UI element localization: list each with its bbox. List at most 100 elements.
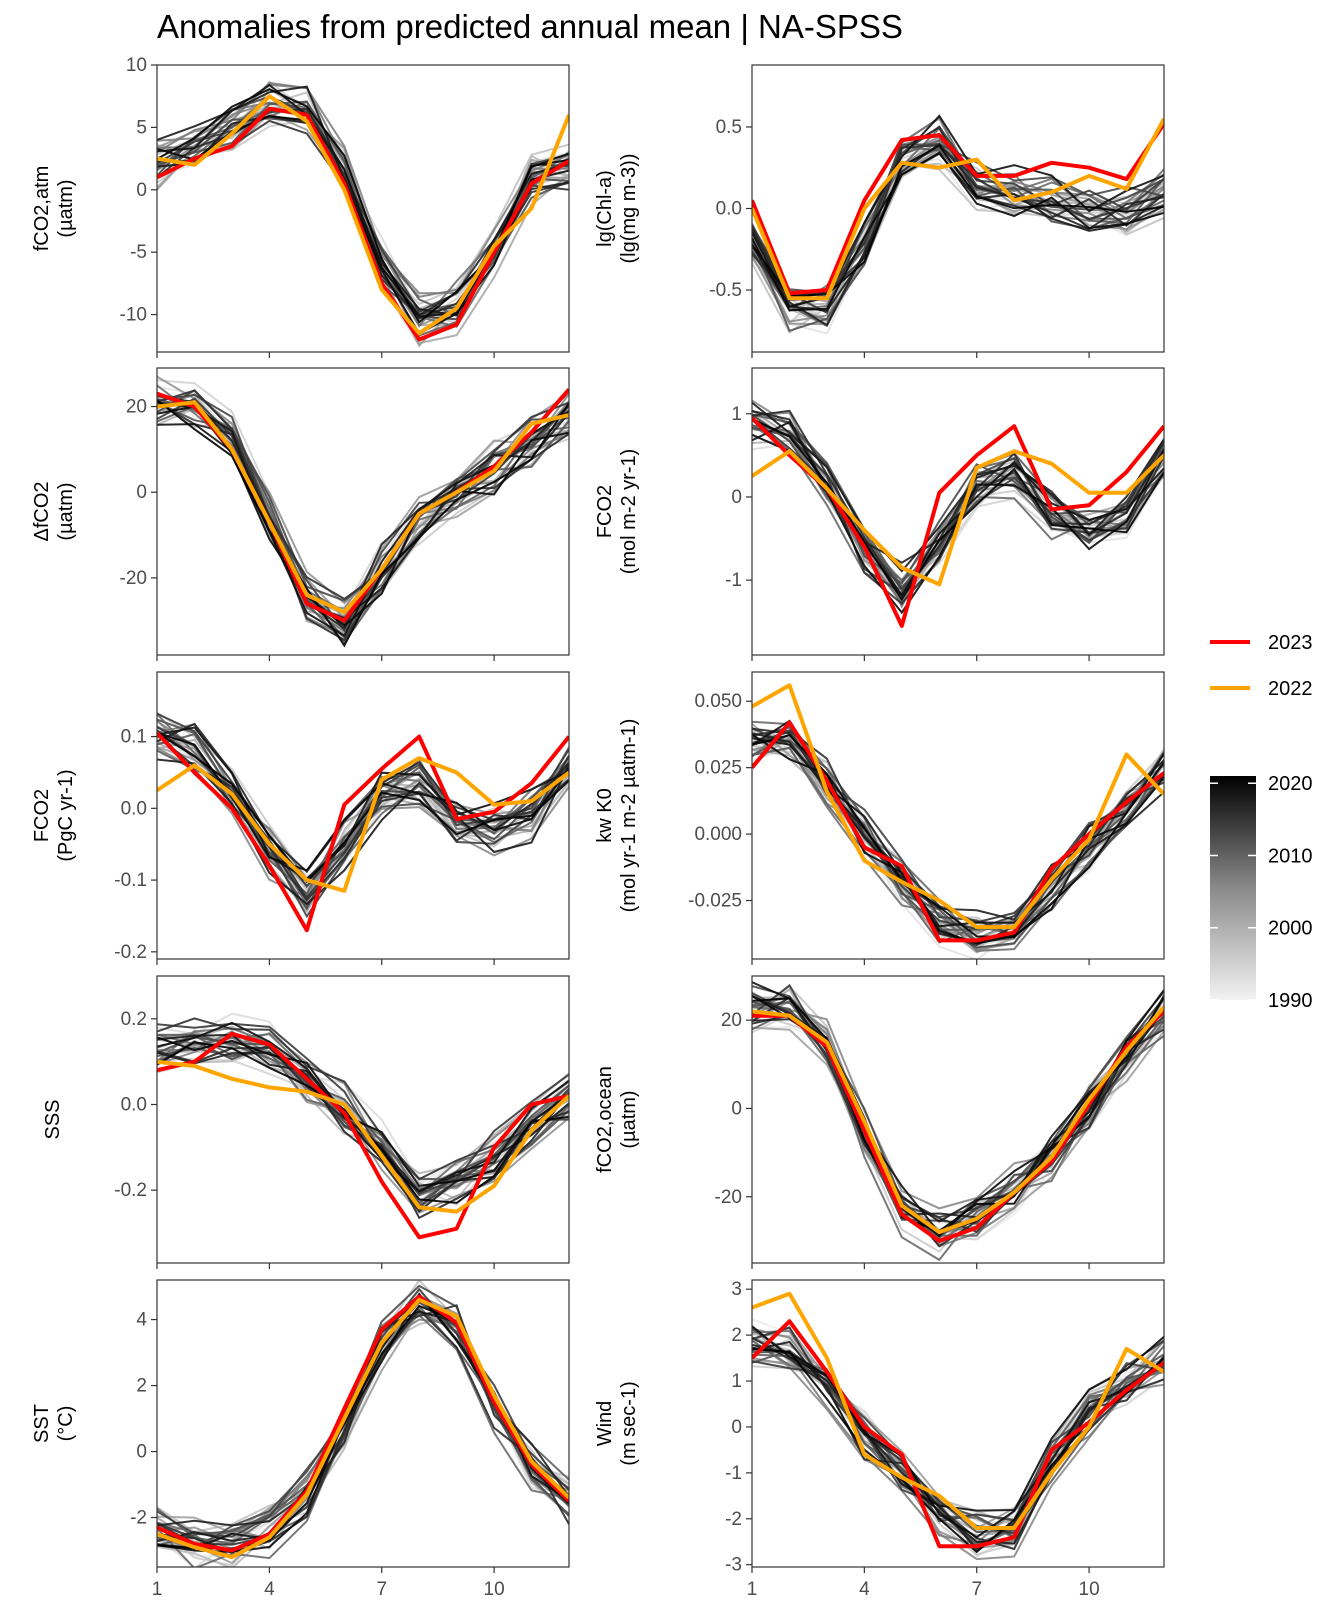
series-line-2022	[752, 683, 1164, 930]
y-tick-label: -0.5	[709, 280, 742, 301]
series-line-2022	[157, 400, 569, 615]
series-line-2023	[752, 122, 1164, 296]
year-line	[752, 746, 1164, 944]
y-axis-label-line: (µatm)	[55, 482, 77, 540]
y-tick-label: 0	[136, 180, 147, 201]
y-tick-label: 0.5	[716, 117, 742, 138]
ensemble-lines	[752, 399, 1164, 628]
year-line	[752, 739, 1164, 944]
colorbar-label: 2010	[1268, 845, 1313, 867]
y-tick-label: 0.0	[121, 798, 147, 819]
panel-4: 1 0 -1 FCO2 (mol m-2 yr-1)	[594, 367, 1165, 661]
y-tick-label: 0.1	[121, 727, 147, 748]
y-tick-label: -0.1	[114, 870, 147, 891]
y-tick-label: 2	[731, 1325, 742, 1346]
y-tick-label: 0	[731, 1417, 742, 1438]
year-line	[157, 731, 569, 884]
panel-border	[156, 975, 570, 1264]
x-tick-label: 4	[859, 1579, 870, 1600]
year-line	[157, 399, 569, 648]
y-tick-label: -20	[120, 568, 147, 589]
year-line	[752, 144, 1164, 298]
y-tick-label: 1	[731, 404, 742, 425]
year-line	[752, 1325, 1164, 1512]
y-tick-label: -10	[120, 305, 147, 326]
x-tick-label: 10	[1079, 1579, 1100, 1600]
series-line-2022	[157, 1059, 569, 1214]
year-line	[157, 1021, 569, 1193]
year-line	[752, 995, 1164, 1248]
y-axis-label-line: lg(Chl-a)	[594, 170, 616, 247]
year-line	[157, 85, 569, 317]
legend-item-2023: 2023	[1210, 632, 1313, 654]
legend-label: 2022	[1268, 678, 1313, 700]
y-axis-label-line: (lg(mg m-3))	[618, 154, 640, 264]
panel-border	[156, 64, 570, 353]
panel-2: 0.5 0.0 -0.5 lg(Chl-a) (lg(mg m-3))	[594, 64, 1165, 358]
y-axis-label-line: (mol m-2 yr-1)	[618, 449, 640, 575]
series-line-2022	[157, 1297, 569, 1560]
y-axis-label-line: SST	[31, 1404, 53, 1443]
year-line	[157, 1040, 569, 1208]
panel-8: 20 0 -20 fCO2,ocean (µatm)	[594, 975, 1165, 1269]
panel-border	[751, 367, 1165, 656]
year-line	[752, 994, 1164, 1223]
y-tick-label: 0	[136, 1442, 147, 1463]
x-tick-label: 4	[264, 1579, 275, 1600]
year-line	[157, 83, 569, 295]
y-axis-label-line: fCO2,atm	[31, 166, 53, 252]
panel-border	[751, 671, 1165, 960]
panel-7: 0.2 0.0 -0.2 SSS	[42, 975, 570, 1269]
y-axis-label: ΔfCO2 (µatm)	[31, 481, 77, 541]
year-line	[157, 758, 569, 906]
year-line	[157, 726, 569, 880]
year-line	[157, 1036, 569, 1187]
y-tick-label: -0.2	[114, 1180, 147, 1201]
y-axis-label: SST (°C)	[31, 1404, 77, 1443]
year-line	[157, 401, 569, 620]
x-tick-label: 10	[484, 1579, 505, 1600]
y-axis-label-line: Wind	[594, 1401, 616, 1447]
y-axis-label: FCO2 (mol m-2 yr-1)	[594, 449, 640, 575]
y-axis-label-line: SSS	[42, 1099, 64, 1139]
y-tick-label: -0.025	[688, 891, 742, 912]
y-tick-label: -1	[725, 570, 742, 591]
y-tick-label: -2	[725, 1509, 742, 1530]
ensemble-lines	[157, 1280, 569, 1567]
ensemble-lines	[752, 683, 1164, 959]
y-tick-label: 1	[731, 1371, 742, 1392]
y-tick-label: -20	[715, 1187, 742, 1208]
y-tick-label: -3	[725, 1555, 742, 1576]
y-axis-label: fCO2,ocean (µatm)	[594, 1066, 640, 1173]
y-axis-label: Wind (m sec-1)	[594, 1381, 640, 1465]
y-tick-label: -0.2	[114, 942, 147, 963]
panel-border	[156, 367, 570, 656]
legend-item-2022: 2022	[1210, 678, 1313, 700]
y-tick-label: 0	[136, 482, 147, 503]
y-tick-label: 0.0	[716, 199, 742, 220]
y-axis-label: fCO2,atm (µatm)	[31, 166, 77, 252]
panel-1: 10 5 0 -5 -10 fCO2,atm (µatm)	[31, 55, 570, 358]
ensemble-lines	[752, 1291, 1164, 1561]
chart-title: Anomalies from predicted annual mean | N…	[157, 8, 903, 45]
y-axis-label-line: FCO2	[31, 789, 53, 842]
ensemble-lines	[157, 80, 569, 348]
year-line	[752, 409, 1164, 598]
y-tick-label: 10	[126, 55, 147, 76]
y-axis-label-line: (m sec-1)	[618, 1381, 640, 1465]
y-axis-label-line: ΔfCO2	[31, 481, 53, 541]
y-axis-label-line: (°C)	[55, 1406, 77, 1442]
year-line	[752, 420, 1164, 598]
panel-9: 4 2 0 -2 SST (°C) 1 4 7 10	[31, 1279, 570, 1600]
series-line-2023	[157, 1031, 569, 1240]
series-line-2022	[752, 449, 1164, 587]
ensemble-lines	[157, 1012, 569, 1240]
y-tick-label: -2	[130, 1508, 147, 1529]
panel-5: 0.1 0.0 -0.1 -0.2 FCO2 (PgC yr-1)	[31, 671, 570, 965]
y-axis-label-line: (µatm)	[55, 179, 77, 237]
x-tick-label: 1	[747, 1579, 758, 1600]
ensemble-lines	[752, 114, 1164, 335]
y-tick-label: 0.000	[694, 824, 742, 845]
